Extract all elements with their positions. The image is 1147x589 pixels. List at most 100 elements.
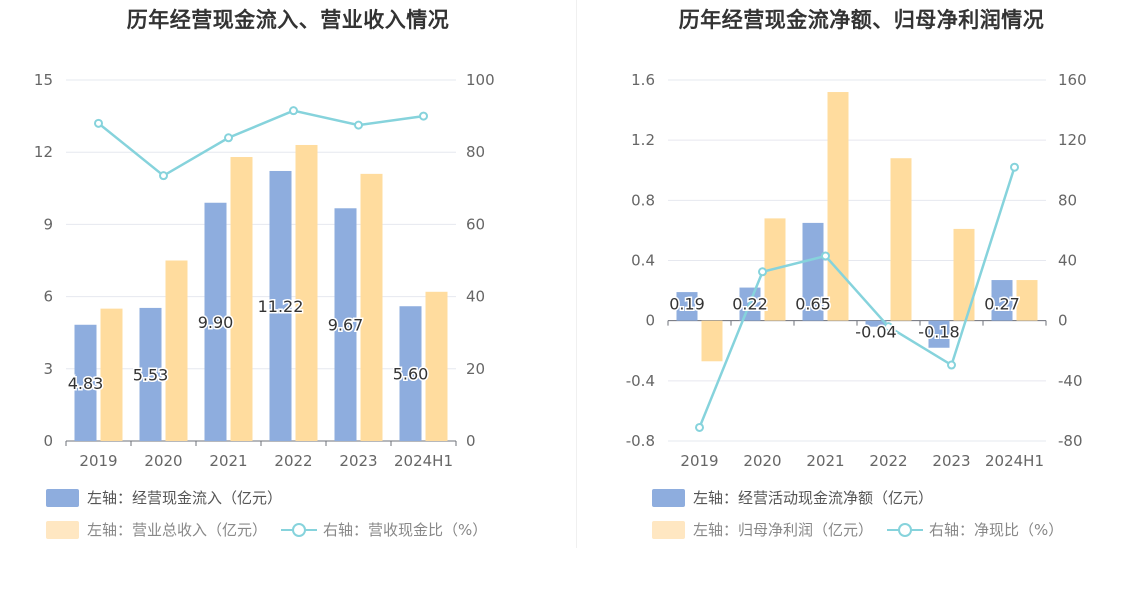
left-axis-tick-label: 1.6 [631,71,655,89]
legend-label: 右轴：营收现金比（%） [323,521,488,539]
legend-swatch-revenue [46,520,79,539]
bar-data-label: 0.27 [984,295,1020,314]
legend-row-2: 左轴：归母净利润（亿元） 右轴：净现比（%） [652,519,1077,540]
x-axis-category-label: 2021 [806,452,844,470]
line-point [94,118,103,128]
right-chart-panel: 历年经营现金流净额、归母净利润情况 -0.8 -80 -0.4 -40 0 0 0.4 40 0… [576,0,1147,589]
x-axis-category-label: 2023 [339,452,377,470]
bar-primary [399,306,422,441]
bar-secondary [425,291,448,441]
bar-data-label: 5.53 [133,365,169,384]
line-point [695,422,704,432]
line-point [758,267,767,277]
x-axis-category-label: 2022 [869,452,907,470]
left-chart-svg: 0 0 3 20 6 40 9 60 12 80 15 100 2019 2020 2021 2022 2023… [34,71,495,470]
bar-data-label: 5.60 [393,365,429,384]
legend-item-cash-ratio[interactable]: 右轴：营收现金比（%） [281,519,487,540]
right-axis-tick-label: 0 [1058,312,1068,330]
bar-secondary [230,157,253,441]
left-axis-tick-label: 6 [43,288,53,306]
bar-primary [269,170,292,442]
left-axis-tick-label: 3 [43,360,53,378]
chart-title: 历年经营现金流净额、归母净利润情况 [678,8,1045,32]
legend-line-marker-icon [887,522,924,537]
bar-primary [928,320,950,348]
bar-primary [676,292,698,321]
bar-secondary [295,144,318,442]
line-point [289,106,298,116]
left-axis-tick-label: 12 [34,143,53,161]
left-axis-tick-label: 0 [43,432,53,450]
x-axis-category-label: 2020 [144,452,182,470]
line-point [159,171,168,181]
x-axis-category-label: 2019 [79,452,117,470]
line-point [224,133,233,143]
line-point [884,322,893,332]
right-axis-tick-label: 80 [1058,191,1077,209]
left-axis-tick-label: 9 [43,215,53,233]
left-axis-tick-label: 1.2 [631,131,655,149]
bar-data-label: 4.83 [68,374,104,393]
left-axis-tick-label: 0.8 [631,191,655,209]
bar-secondary [890,158,912,321]
right-axis-tick-label: 60 [466,215,485,233]
right-axis-tick-label: -80 [1058,432,1083,450]
left-axis-tick-label: -0.4 [626,372,655,390]
right-axis-tick-label: 120 [1058,131,1087,149]
left-axis-tick-label: 0 [645,312,655,330]
legend-item-net-cash-flow[interactable]: 左轴：经营活动现金流净额（亿元） [652,487,933,508]
legend-label: 左轴：经营活动现金流净额（亿元） [693,489,934,507]
legend-swatch-net-cash-flow [652,488,685,507]
bar-primary [802,222,824,321]
bar-data-label: 0.22 [732,295,768,314]
bar-secondary [701,320,723,362]
legend-item-revenue[interactable]: 左轴：营业总收入（亿元） [46,519,267,540]
bar-data-label: 11.22 [258,297,304,316]
left-chart-panel: 历年经营现金流入、营业收入情况 0 0 3 20 6 40 9 60 12 80 15 100 2019… [34,8,501,540]
left-axis-tick-label: 0.4 [631,252,655,270]
line-series-path [97,109,424,178]
right-axis-tick-label: 100 [466,71,495,89]
right-axis-tick-label: 80 [466,143,485,161]
legend-swatch-cash-inflow [46,488,79,507]
bar-data-label: 9.67 [328,316,364,335]
bar-secondary [953,228,975,321]
right-axis-tick-label: 40 [1058,252,1077,270]
legend-item-net-cash-ratio[interactable]: 右轴：净现比（%） [887,519,1063,540]
legend-item-net-profit[interactable]: 左轴：归母净利润（亿元） [652,519,873,540]
bar-data-label: 0.65 [795,295,831,314]
bar-data-label: -0.04 [855,323,896,342]
bar-primary [204,202,227,441]
legend-row-2: 左轴：营业总收入（亿元） 右轴：营收现金比（%） [46,519,501,540]
right-axis-tick-label: 0 [466,432,476,450]
legend-label: 左轴：经营现金流入（亿元） [87,489,283,507]
bar-secondary [1016,280,1038,321]
x-axis-category-label: 2024H1 [985,452,1044,470]
right-axis-tick-label: 20 [466,360,485,378]
line-point [821,251,830,261]
right-axis-tick-label: 40 [466,288,485,306]
legend-item-cash-inflow[interactable]: 左轴：经营现金流入（亿元） [46,487,282,508]
line-point [419,111,428,121]
legend-label: 左轴：归母净利润（亿元） [693,521,874,539]
legend-label: 右轴：净现比（%） [929,521,1064,539]
right-chart-svg: -0.8 -80 -0.4 -40 0 0 0.4 40 0.8 80 1.2 120 1.6 160 20… [626,71,1087,470]
x-axis-category-label: 2019 [680,452,718,470]
bar-primary [74,324,97,441]
right-axis-tick-label: 160 [1058,71,1087,89]
left-axis-tick-label: -0.8 [626,432,655,450]
right-axis-tick-label: -40 [1058,372,1083,390]
bar-primary [865,320,887,327]
line-point [947,360,956,370]
legend-label: 左轴：营业总收入（亿元） [87,521,268,539]
bar-secondary [100,308,123,441]
line-point [1010,162,1019,172]
bar-secondary [360,173,383,442]
chart-title: 历年经营现金流入、营业收入情况 [126,8,450,32]
bar-data-label: 9.90 [198,313,234,332]
legend-row-1: 左轴：经营现金流入（亿元） [46,487,296,508]
bar-secondary [165,260,188,441]
x-axis-category-label: 2021 [209,452,247,470]
left-axis-tick-label: 15 [34,71,53,89]
panel-divider [576,0,577,548]
